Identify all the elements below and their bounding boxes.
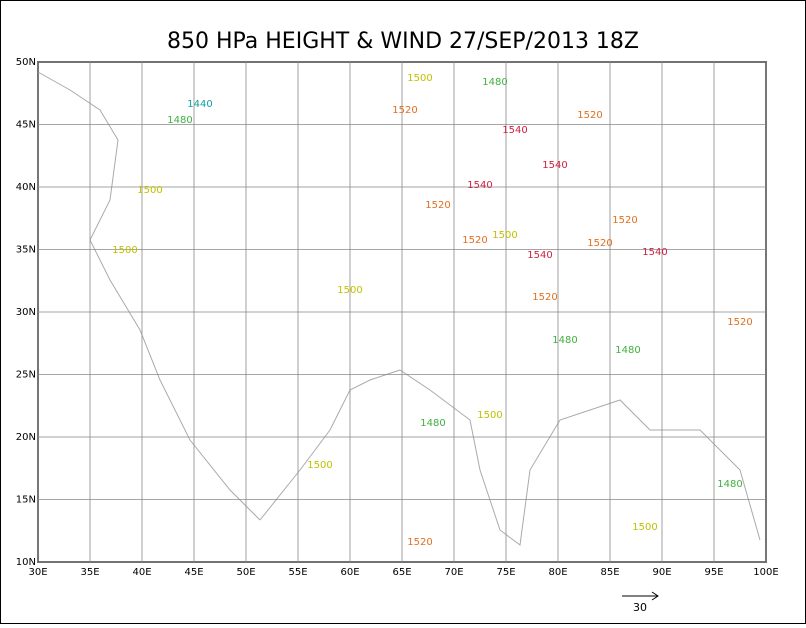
lon-tick-label: 85E: [600, 567, 619, 578]
lat-tick-label: 40N: [16, 182, 36, 193]
contour-label: 1500: [477, 410, 502, 421]
lat-tick-label: 15N: [16, 495, 36, 506]
lat-tick-label: 50N: [16, 57, 36, 68]
contour-label: 1500: [307, 460, 332, 471]
lon-tick-label: 60E: [340, 567, 359, 578]
contour-label: 1500: [492, 230, 517, 241]
lat-tick-label: 35N: [16, 245, 36, 256]
lon-tick-label: 40E: [132, 567, 151, 578]
lat-tick-label: 25N: [16, 370, 36, 381]
contour-label: 1480: [552, 335, 577, 346]
contour-label: 1480: [717, 479, 742, 490]
contour-label: 1540: [527, 250, 552, 261]
lon-tick-label: 100E: [753, 567, 778, 578]
lon-tick-label: 55E: [288, 567, 307, 578]
lat-tick-label: 30N: [16, 307, 36, 318]
reference-arrow-head: [651, 591, 659, 601]
contour-label: 1480: [482, 77, 507, 88]
contour-label: 1480: [167, 115, 192, 126]
contour-label: 1520: [612, 215, 637, 226]
contour-label: 1520: [407, 537, 432, 548]
contour-label: 1540: [642, 247, 667, 258]
contour-label: 1520: [425, 200, 450, 211]
contour-label: 1520: [587, 238, 612, 249]
contour-label: 1500: [337, 285, 362, 296]
contour-label: 1520: [727, 317, 752, 328]
contour-label: 1500: [112, 245, 137, 256]
contour-label: 1520: [577, 110, 602, 121]
contour-label: 1540: [502, 125, 527, 136]
contour-label: 1500: [137, 185, 162, 196]
lat-tick-label: 45N: [16, 120, 36, 131]
contour-label: 1520: [462, 235, 487, 246]
contour-label: 1500: [632, 522, 657, 533]
lat-tick-label: 20N: [16, 432, 36, 443]
contour-label: 1540: [542, 160, 567, 171]
lon-tick-label: 95E: [704, 567, 723, 578]
lon-tick-label: 45E: [184, 567, 203, 578]
lon-tick-label: 30E: [28, 567, 47, 578]
contour-label: 1500: [407, 73, 432, 84]
contour-label: 1520: [392, 105, 417, 116]
coastline: [37, 71, 761, 546]
contour-label: 1480: [615, 345, 640, 356]
lon-tick-label: 90E: [652, 567, 671, 578]
lat-tick-label: 10N: [16, 557, 36, 568]
map-area: 1440 1480 1480 1480 1480 1480 1480 1500 1500 1500…: [37, 61, 767, 563]
contour-label: 1520: [532, 292, 557, 303]
map-title: 850 HPa HEIGHT & WIND 27/SEP/2013 18Z: [167, 29, 639, 54]
lon-tick-label: 70E: [444, 567, 463, 578]
lon-tick-label: 35E: [80, 567, 99, 578]
contour-label: 1440: [187, 99, 212, 110]
lon-tick-label: 65E: [392, 567, 411, 578]
lon-tick-label: 50E: [236, 567, 255, 578]
lon-tick-label: 75E: [496, 567, 515, 578]
contour-label: 1540: [467, 180, 492, 191]
lon-tick-label: 80E: [548, 567, 567, 578]
contour-label: 1480: [420, 418, 445, 429]
reference-label: 30: [633, 601, 647, 614]
